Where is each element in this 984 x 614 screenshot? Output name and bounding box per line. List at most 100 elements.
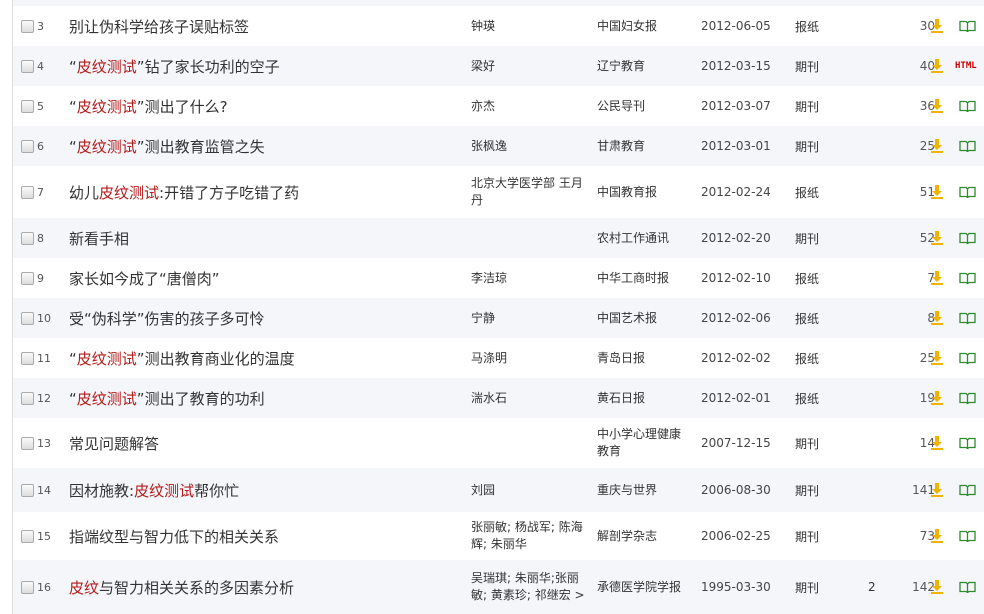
read-icon[interactable] bbox=[959, 232, 976, 244]
source-link[interactable]: 农村工作通讯 bbox=[597, 230, 670, 245]
article-title-link[interactable]: “皮纹测试”测出了什么? bbox=[69, 96, 228, 117]
source-link[interactable]: 中国教育报 bbox=[597, 184, 658, 199]
title-text: 幼儿 bbox=[69, 183, 100, 202]
read-icon[interactable] bbox=[959, 352, 976, 364]
article-title-link[interactable]: 家长如今成了“唐僧肉” bbox=[69, 268, 220, 289]
article-title-link[interactable]: 因材施教:皮纹测试帮你忙 bbox=[69, 480, 239, 501]
download-icon[interactable] bbox=[931, 185, 943, 199]
row-checkbox[interactable] bbox=[21, 99, 34, 113]
article-title-link[interactable]: 皮纹与智力相关关系的多因素分析 bbox=[69, 577, 294, 598]
row-checkbox[interactable] bbox=[21, 483, 34, 497]
download-icon[interactable] bbox=[931, 580, 943, 594]
author-link[interactable]: 张枫逸 bbox=[471, 138, 508, 153]
row-checkbox[interactable] bbox=[21, 139, 34, 153]
author-link[interactable]: 梁好 bbox=[471, 58, 496, 73]
source-link[interactable]: 承德医学院学报 bbox=[597, 579, 682, 594]
download-icon[interactable] bbox=[931, 311, 943, 325]
download-icon[interactable] bbox=[931, 19, 943, 33]
read-icon[interactable] bbox=[959, 581, 976, 593]
row-checkbox[interactable] bbox=[21, 580, 34, 594]
download-count: 25 bbox=[919, 351, 935, 365]
source-link[interactable]: 辽宁教育 bbox=[597, 58, 646, 73]
article-title-link[interactable]: “皮纹测试”测出教育监管之失 bbox=[69, 136, 265, 157]
source-link[interactable]: 甘肃教育 bbox=[597, 138, 646, 153]
row-checkbox[interactable] bbox=[21, 529, 34, 543]
row-checkbox[interactable] bbox=[21, 59, 34, 73]
database-type: 期刊 bbox=[795, 59, 820, 74]
author-link[interactable]: 北京大学医学部 王月丹 bbox=[471, 176, 583, 207]
download-icon[interactable] bbox=[931, 231, 943, 245]
author-link[interactable]: 马涤明 bbox=[471, 350, 508, 365]
article-title-link[interactable]: “皮纹测试”测出教育商业化的温度 bbox=[69, 348, 295, 369]
html-read-link[interactable]: HTML bbox=[955, 61, 977, 71]
table-row: 15 指端纹型与智力低下的相关关系 张丽敏; 杨战军; 陈海辉; 朱丽华 解剖学杂志 2… bbox=[13, 512, 984, 560]
source-link[interactable]: 中国妇女报 bbox=[597, 18, 658, 33]
row-checkbox[interactable] bbox=[21, 391, 34, 405]
title-text: 帮你忙 bbox=[194, 481, 240, 500]
author-link[interactable]: 刘园 bbox=[471, 482, 496, 497]
source-link[interactable]: 解剖学杂志 bbox=[597, 528, 658, 543]
download-icon[interactable] bbox=[931, 99, 943, 113]
row-checkbox[interactable] bbox=[21, 436, 34, 450]
read-icon[interactable] bbox=[959, 312, 976, 324]
read-icon[interactable] bbox=[959, 484, 976, 496]
cited-count[interactable]: 2 bbox=[868, 580, 876, 594]
source-link[interactable]: 中小学心理健康教育 bbox=[597, 427, 682, 458]
download-icon[interactable] bbox=[931, 529, 943, 543]
author-link[interactable]: 亦杰 bbox=[471, 98, 496, 113]
row-checkbox[interactable] bbox=[21, 185, 34, 199]
download-icon[interactable] bbox=[931, 139, 943, 153]
read-icon[interactable] bbox=[959, 530, 976, 542]
download-icon[interactable] bbox=[931, 351, 943, 365]
row-checkbox[interactable] bbox=[21, 19, 34, 33]
article-title-link[interactable]: 新看手相 bbox=[69, 228, 129, 249]
download-icon[interactable] bbox=[931, 59, 943, 73]
download-icon[interactable] bbox=[931, 271, 943, 285]
source-link[interactable]: 中国艺术报 bbox=[597, 310, 658, 325]
read-icon[interactable] bbox=[959, 392, 976, 404]
row-checkbox[interactable] bbox=[21, 231, 34, 245]
article-title-link[interactable]: “皮纹测试”测出了教育的功利 bbox=[69, 388, 265, 409]
author-link[interactable]: 李洁琼 bbox=[471, 270, 508, 285]
title-text: ”钻了家长功利的空子 bbox=[136, 57, 280, 76]
row-checkbox[interactable] bbox=[21, 271, 34, 285]
author-link[interactable]: 钟瑛 bbox=[471, 18, 496, 33]
source-link[interactable]: 重庆与世界 bbox=[597, 482, 658, 497]
download-icon[interactable] bbox=[931, 483, 943, 497]
source-link[interactable]: 黄石日报 bbox=[597, 390, 646, 405]
source-link[interactable]: 公民导刊 bbox=[597, 98, 646, 113]
article-title-link[interactable]: 别让伪科学给孩子误贴标签 bbox=[69, 16, 249, 37]
read-icon[interactable] bbox=[959, 140, 976, 152]
table-row: 5 “皮纹测试”测出了什么? 亦杰 公民导刊 2012-03-07 期刊 36 bbox=[13, 86, 984, 126]
read-icon[interactable] bbox=[959, 20, 976, 32]
article-title-link[interactable]: 指端纹型与智力低下的相关关系 bbox=[69, 526, 279, 547]
article-title-link[interactable]: 幼儿皮纹测试:开错了方子吃错了药 bbox=[69, 182, 299, 203]
source-link[interactable]: 中华工商时报 bbox=[597, 270, 670, 285]
title-text: “ bbox=[69, 57, 77, 76]
download-count: 52 bbox=[919, 231, 935, 245]
read-icon[interactable] bbox=[959, 272, 976, 284]
author-link[interactable]: 宁静 bbox=[471, 310, 496, 325]
article-title-link[interactable]: 受“伪科学”伤害的孩子多可怜 bbox=[69, 308, 265, 329]
download-count: 19 bbox=[919, 391, 935, 405]
download-icon[interactable] bbox=[931, 391, 943, 405]
author-link[interactable]: 吴瑞琪; 朱丽华;张丽敏; 黄素珍; 祁继宏 > bbox=[471, 571, 585, 602]
publish-date: 2012-03-15 bbox=[701, 59, 771, 73]
read-icon[interactable] bbox=[959, 437, 976, 449]
read-icon[interactable] bbox=[959, 186, 976, 198]
source-link[interactable]: 青岛日报 bbox=[597, 350, 646, 365]
publish-date: 2012-03-07 bbox=[701, 99, 771, 113]
download-count: 7 bbox=[927, 271, 935, 285]
row-number: 3 bbox=[37, 19, 44, 33]
read-icon[interactable] bbox=[959, 100, 976, 112]
article-title-link[interactable]: 常见问题解答 bbox=[69, 433, 159, 454]
article-title-link[interactable]: “皮纹测试”钻了家长功利的空子 bbox=[69, 56, 280, 77]
download-count: 25 bbox=[919, 139, 935, 153]
title-text: :开错了方子吃错了药 bbox=[159, 183, 300, 202]
author-link[interactable]: 湍水石 bbox=[471, 390, 508, 405]
author-link[interactable]: 张丽敏; 杨战军; 陈海辉; 朱丽华 bbox=[471, 520, 583, 551]
row-checkbox[interactable] bbox=[21, 351, 34, 365]
download-icon[interactable] bbox=[931, 436, 943, 450]
table-row: 16 皮纹与智力相关关系的多因素分析 吴瑞琪; 朱丽华;张丽敏; 黄素珍; 祁继宏 … bbox=[13, 560, 984, 614]
row-checkbox[interactable] bbox=[21, 311, 34, 325]
